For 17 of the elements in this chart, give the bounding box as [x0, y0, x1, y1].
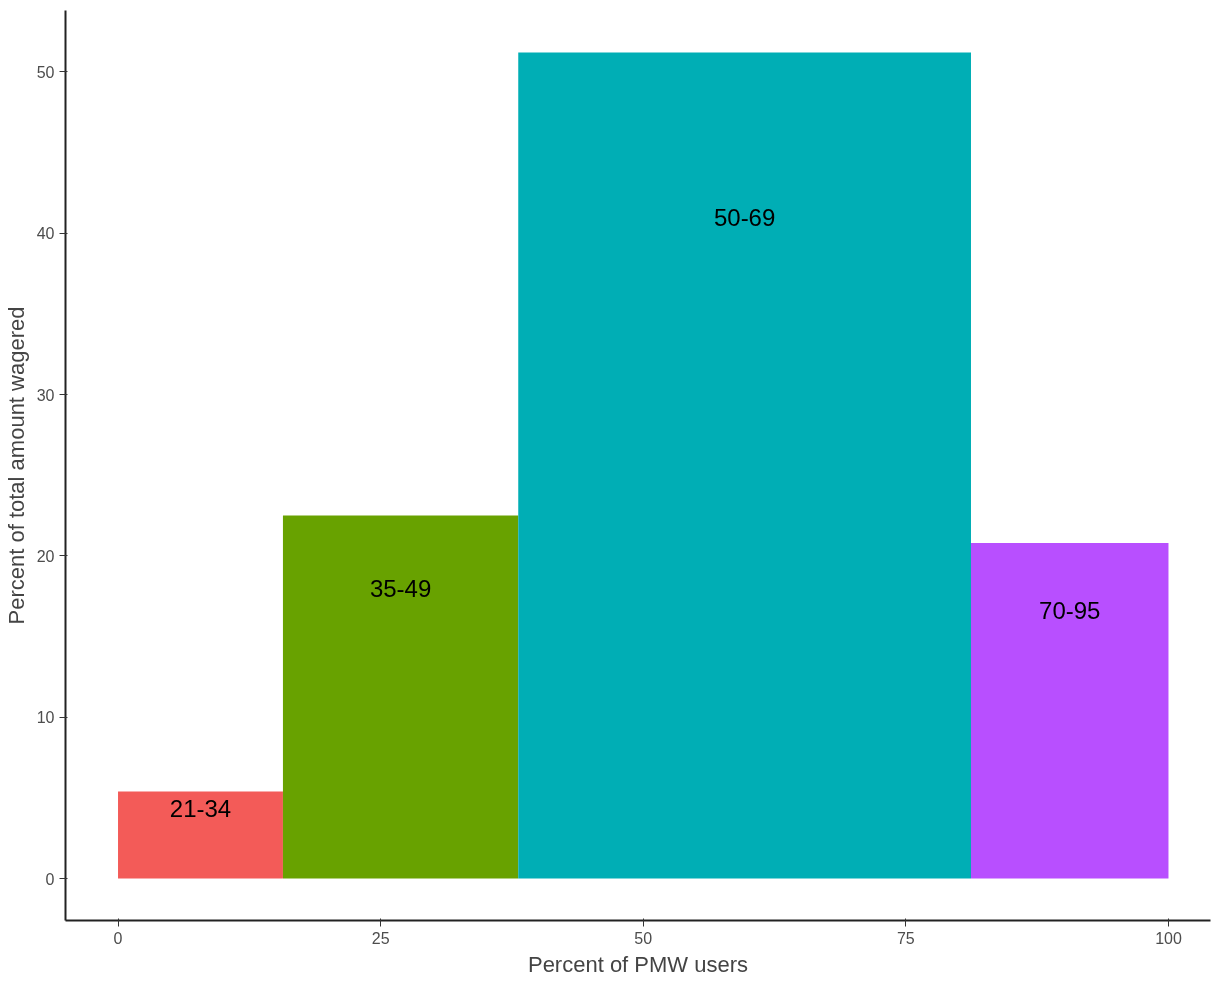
data-label: 35-49 [369, 574, 432, 602]
y-tick-label: 40 [36, 225, 55, 243]
y-tick-label: 50 [36, 63, 55, 81]
y-tick-label: 10 [36, 709, 55, 727]
y-axis-title: Percent of total amount wagered [3, 306, 29, 625]
data-label: 21-34 [169, 795, 232, 823]
x-tick-label: 75 [896, 929, 915, 947]
data-label: 70-95 [1039, 596, 1101, 624]
x-tick-label: 100 [1155, 929, 1182, 947]
x-tick-label: 50 [634, 929, 653, 947]
x-tick-label: 25 [371, 929, 390, 947]
x-axis-title: Percent of PMW users [527, 951, 749, 977]
data-label: 50-69 [713, 204, 776, 232]
y-tick-label: 30 [36, 386, 55, 404]
y-tick-label: 20 [36, 547, 55, 565]
x-tick-label: 0 [113, 929, 123, 947]
y-tick-label: 0 [45, 870, 55, 888]
